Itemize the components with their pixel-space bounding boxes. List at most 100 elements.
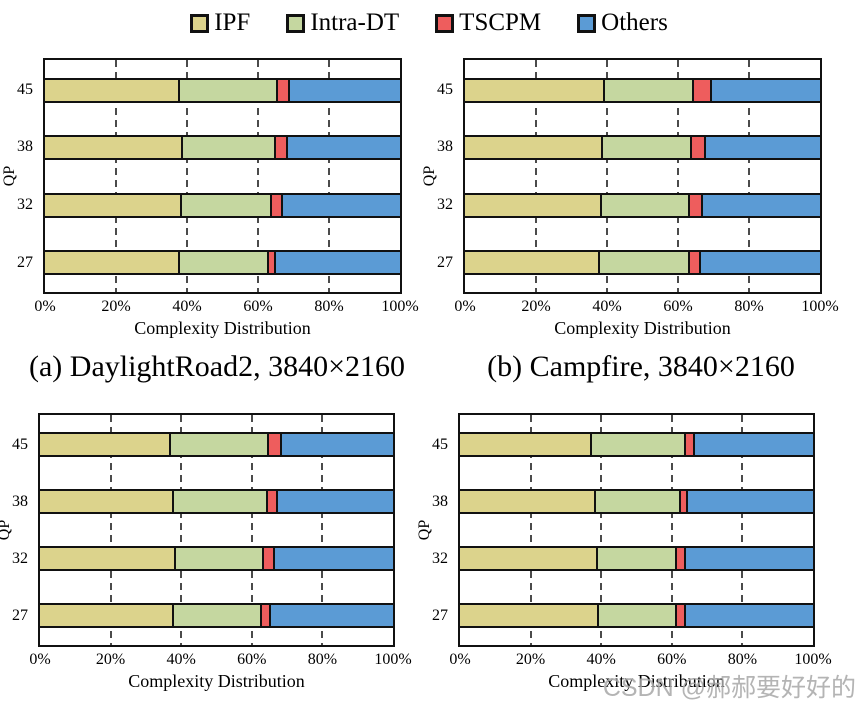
bar-qp-38: [465, 135, 820, 160]
bar-qp-27: [460, 603, 813, 628]
segment-ipf: [40, 546, 176, 571]
x-tick-label: 0%: [34, 298, 56, 315]
y-tick-label: 38: [17, 138, 33, 156]
segment-intra-dt: [599, 250, 691, 275]
segment-others: [685, 546, 813, 571]
plot-area: [38, 413, 395, 647]
y-tick-label: 45: [17, 81, 33, 99]
bar-qp-45: [465, 78, 820, 103]
x-tick-label: 20%: [101, 298, 131, 315]
legend-label-intra-dt: Intra-DT: [310, 9, 400, 36]
y-tick-label: 32: [17, 196, 33, 213]
segment-ipf: [460, 546, 598, 571]
legend-item-others: Others: [577, 9, 668, 37]
segment-others: [281, 432, 393, 457]
x-axis-title: Complexity Distribution: [134, 318, 311, 338]
chart-c-bottom-left: 45 38 32 27 0% 20% 40% 60% 80% 100% Complexity Dis…: [0, 410, 430, 701]
x-tick-label: 60%: [243, 298, 273, 315]
x-tick-label: 80%: [314, 298, 344, 315]
segment-ipf: [45, 250, 180, 275]
gridline-40pct: [600, 415, 603, 645]
x-tick-label: 20%: [521, 298, 551, 315]
bar-qp-32: [40, 546, 393, 571]
x-tick-label: 20%: [95, 651, 126, 668]
segment-others: [702, 193, 820, 218]
segment-intra-dt: [179, 78, 278, 103]
segment-tscpm: [275, 135, 289, 160]
x-tick-label: 40%: [586, 651, 616, 668]
segment-others: [278, 489, 393, 514]
segment-others: [282, 193, 400, 218]
gridline-40pct: [186, 60, 188, 292]
y-tick-label: 38: [12, 492, 28, 510]
gridline-80pct: [328, 60, 330, 292]
segment-ipf: [40, 603, 175, 628]
segment-ipf: [45, 135, 184, 160]
segment-intra-dt: [174, 603, 263, 628]
gridline-20pct: [535, 60, 537, 292]
x-tick-label: 20%: [515, 651, 546, 668]
segment-intra-dt: [599, 603, 678, 628]
y-tick-label: 45: [432, 435, 448, 453]
segment-tscpm: [677, 603, 686, 628]
segment-others: [289, 78, 400, 103]
segment-ipf: [45, 78, 180, 103]
y-axis-title: QP: [1, 165, 18, 187]
segment-others: [685, 603, 813, 628]
y-tick-label: 27: [432, 606, 448, 624]
segment-ipf: [460, 489, 596, 514]
segment-tscpm: [269, 432, 282, 457]
y-tick-label: 38: [432, 492, 448, 510]
segment-tscpm: [262, 603, 272, 628]
plot-area: [463, 58, 822, 294]
x-tick-label: 40%: [172, 298, 202, 315]
chart-a-daylightroad2: 45 38 32 27 0% 20% 40% 60% 80% 100% Complexity Dis…: [0, 55, 430, 355]
segment-intra-dt: [592, 432, 686, 457]
x-axis-title: Complexity Distribution: [128, 671, 305, 691]
legend-swatch-tscpm: [435, 13, 455, 33]
segment-intra-dt: [601, 193, 691, 218]
segment-others: [706, 135, 820, 160]
x-tick-label: 60%: [663, 298, 693, 315]
segment-others: [694, 432, 813, 457]
y-tick-label: 38: [437, 138, 453, 156]
y-axis-title: QP: [0, 519, 13, 541]
y-tick-label: 27: [437, 253, 453, 271]
gridline-40pct: [180, 415, 183, 645]
caption-a: (a) DaylightRoad2, 3840×2160: [28, 350, 406, 383]
segment-tscpm: [268, 250, 276, 275]
gridline-60pct: [670, 415, 673, 645]
bar-qp-45: [40, 432, 393, 457]
bar-qp-38: [460, 489, 813, 514]
segment-ipf: [465, 193, 602, 218]
gridline-80pct: [748, 60, 750, 292]
chart-b-campfire: 45 38 32 27 0% 20% 40% 60% 80% 100% Complexity Dis…: [420, 55, 850, 355]
segment-intra-dt: [595, 489, 681, 514]
segment-tscpm: [267, 489, 279, 514]
legend-item-intra-dt: Intra-DT: [286, 9, 399, 37]
segment-intra-dt: [181, 193, 273, 218]
segment-others: [701, 250, 820, 275]
segment-intra-dt: [175, 546, 265, 571]
y-tick-label: 45: [12, 435, 28, 453]
bar-qp-45: [45, 78, 400, 103]
x-tick-label: 0%: [454, 298, 476, 315]
x-tick-label: 80%: [734, 298, 764, 315]
legend-item-tscpm: TSCPM: [435, 9, 541, 37]
segment-ipf: [460, 603, 600, 628]
x-tick-label: 40%: [166, 651, 196, 668]
y-tick-label: 45: [437, 81, 453, 99]
x-tick-label: 100%: [801, 298, 839, 315]
segment-ipf: [465, 250, 600, 275]
segment-tscpm: [677, 546, 686, 571]
segment-ipf: [465, 135, 604, 160]
segment-others: [271, 603, 393, 628]
legend-swatch-intra-dt: [286, 13, 306, 33]
x-tick-label: 0%: [29, 651, 51, 668]
legend-label-tscpm: TSCPM: [459, 9, 542, 36]
gridline-60pct: [250, 415, 253, 645]
segment-ipf: [40, 432, 171, 457]
legend-label-ipf: IPF: [214, 9, 251, 36]
segment-intra-dt: [179, 250, 269, 275]
